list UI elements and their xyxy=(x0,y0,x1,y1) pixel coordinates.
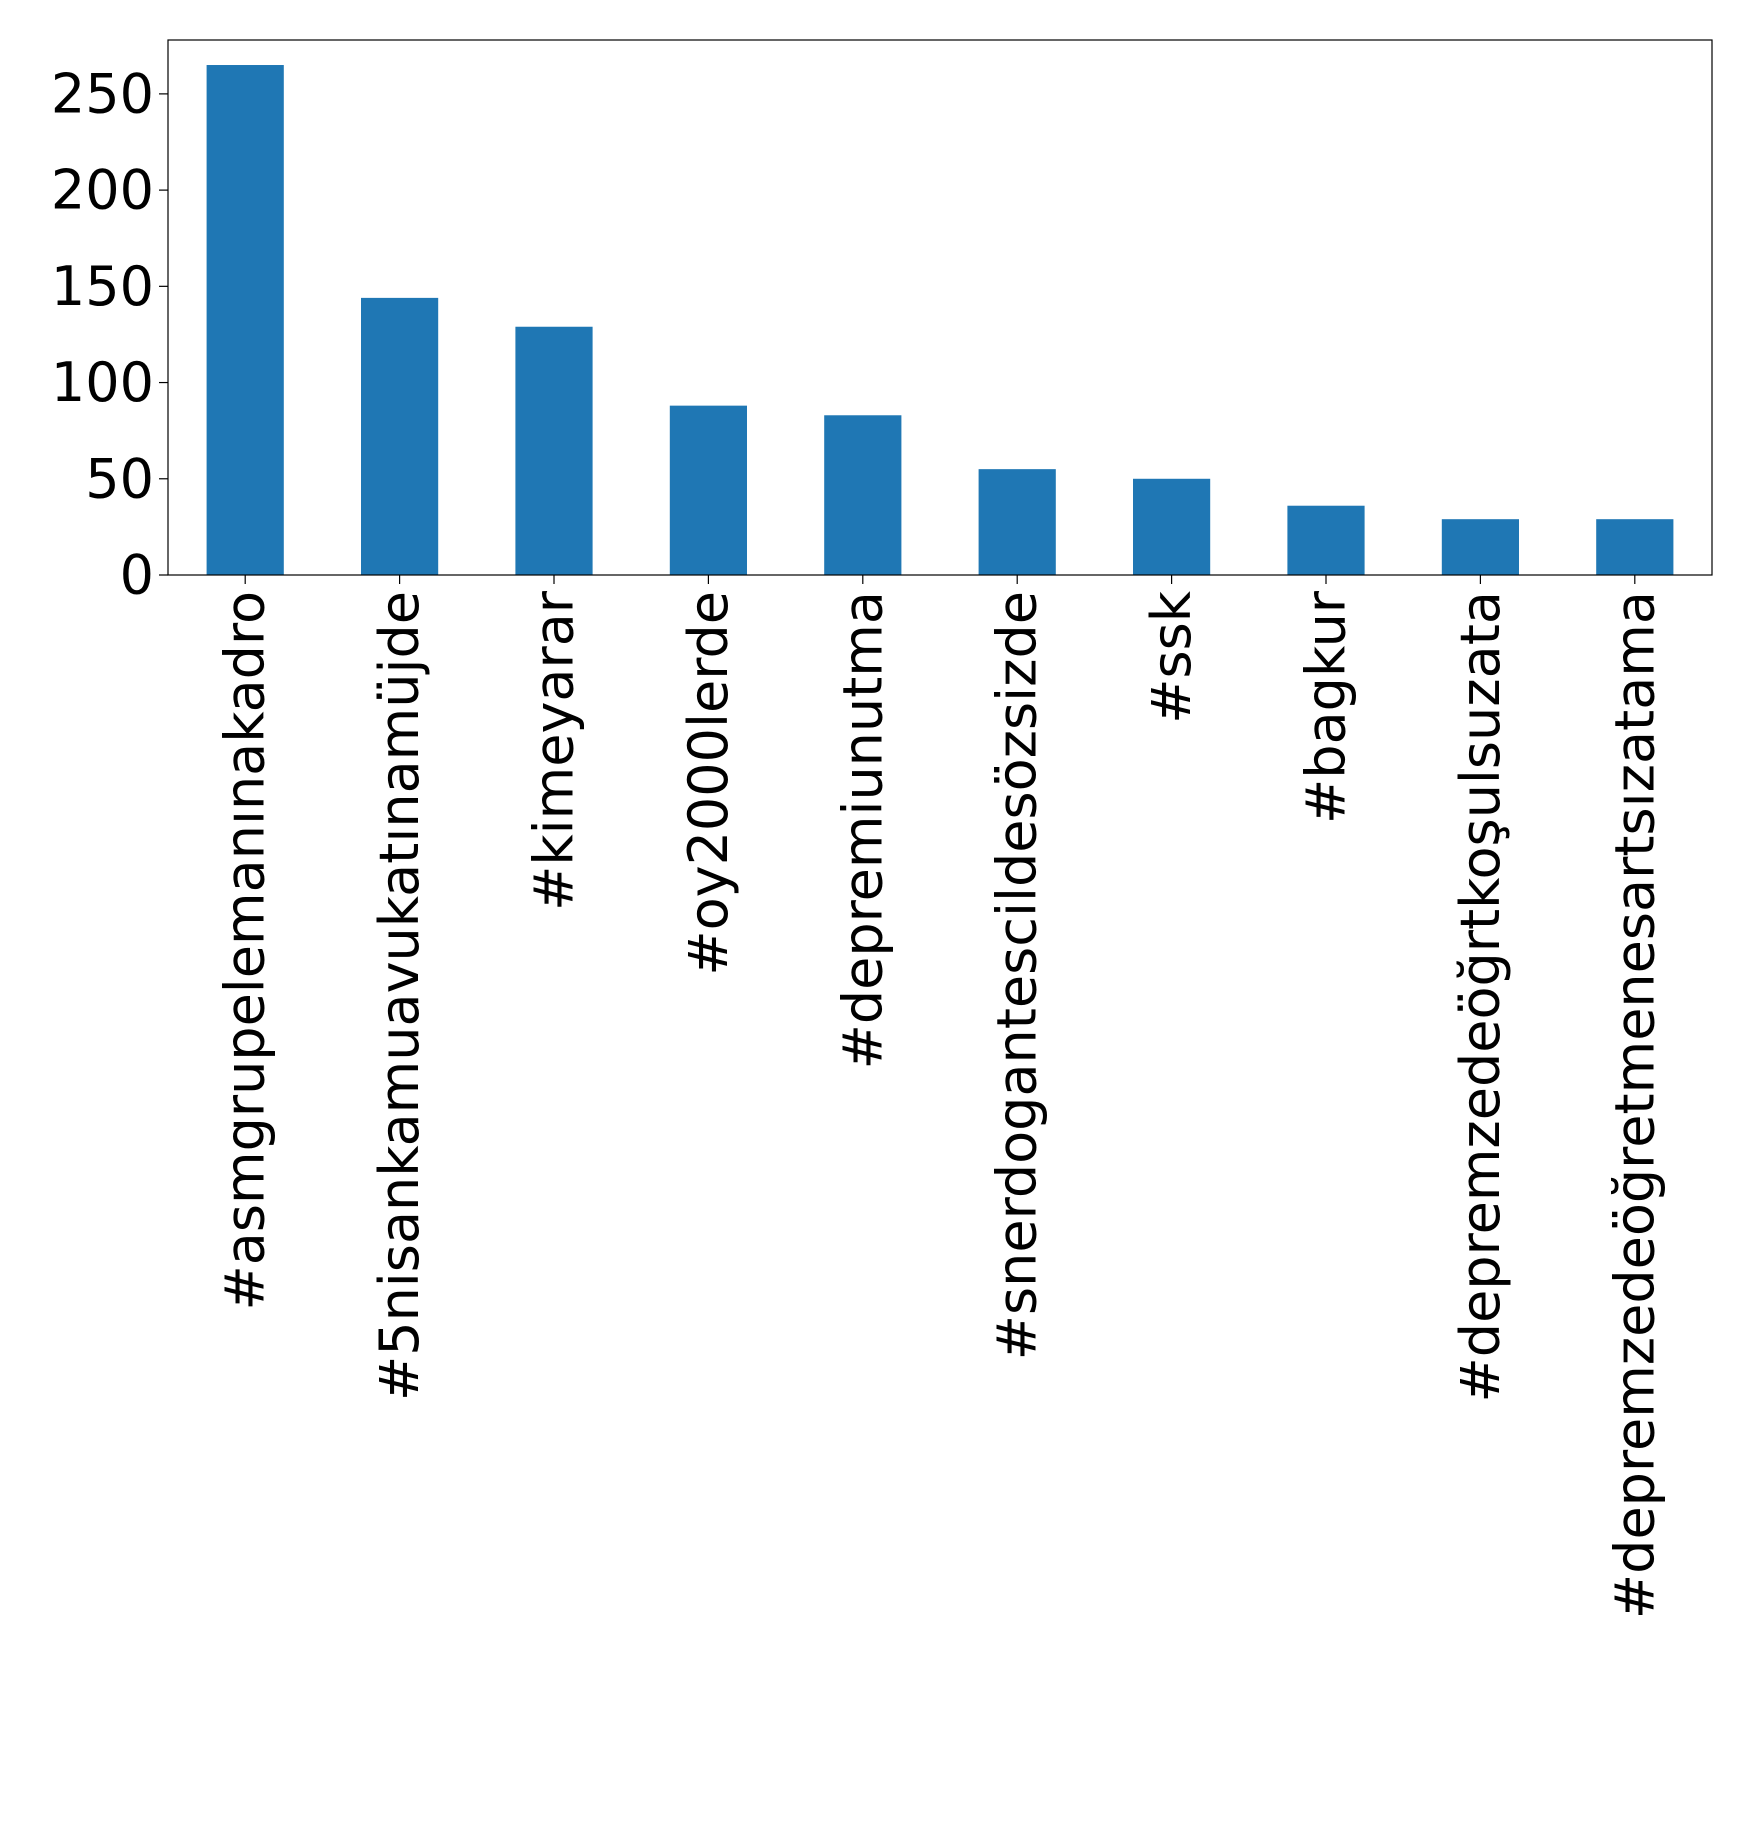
plot-frame xyxy=(167,39,1713,576)
x-tick-label-3: #oy2000lerde xyxy=(677,591,740,976)
y-tick-label-5: 250 xyxy=(51,62,154,125)
x-tick-label-5: #snerdogantescildesözsizde xyxy=(986,591,1049,1360)
bar-1 xyxy=(361,297,439,575)
y-tick-label-3: 150 xyxy=(51,255,154,318)
x-tick-label-6: #ssk xyxy=(1140,590,1203,724)
x-tick-label-7: #bagkur xyxy=(1295,590,1358,824)
y-tick-label-4: 200 xyxy=(51,159,154,222)
x-tick-label-9: #depremzedeöğretmenesartsızatama xyxy=(1603,591,1666,1619)
bars-layer xyxy=(206,65,1674,576)
bar-5 xyxy=(978,469,1056,575)
x-tick-label-1: #5nisankamuavukatınamüjde xyxy=(368,591,431,1401)
bar-4 xyxy=(824,415,902,575)
ticks-layer: 0 50 100 150 200 250 #asmgrupelemanınakadro #5n… xyxy=(51,62,1666,1619)
bar-3 xyxy=(669,405,747,575)
bar-0 xyxy=(206,65,284,576)
x-tick-label-8: #depremzedeöğrtkoşulsuzata xyxy=(1449,591,1512,1402)
bar-6 xyxy=(1133,478,1211,575)
x-tick-label-0: #asmgrupelemanınakadro xyxy=(214,591,277,1310)
x-tick-label-4: #depremiunutma xyxy=(831,591,894,1069)
x-tick-label-2: #kimeyarar xyxy=(523,590,586,911)
bar-8 xyxy=(1441,519,1519,575)
bar-2 xyxy=(515,326,593,575)
axes-layer xyxy=(167,39,1713,576)
bar-9 xyxy=(1596,519,1674,575)
bar-7 xyxy=(1287,505,1365,575)
y-tick-label-1: 50 xyxy=(85,447,154,510)
y-tick-label-0: 0 xyxy=(120,544,154,607)
y-tick-label-2: 100 xyxy=(51,351,154,414)
